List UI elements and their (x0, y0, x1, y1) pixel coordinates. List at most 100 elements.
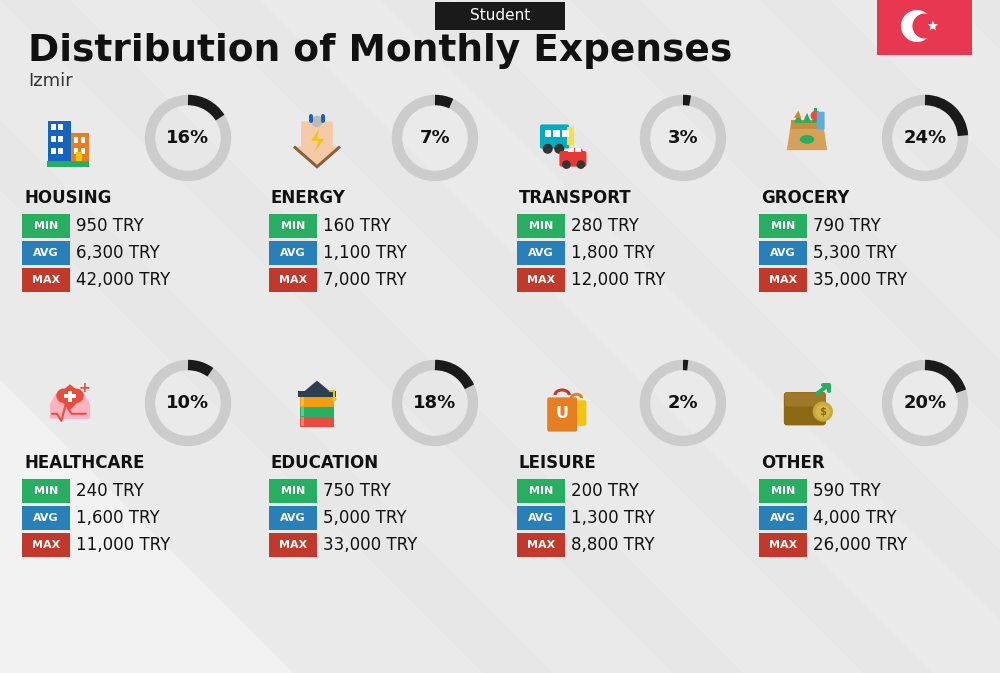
FancyBboxPatch shape (759, 241, 807, 265)
FancyBboxPatch shape (517, 241, 565, 265)
Circle shape (912, 13, 937, 38)
FancyBboxPatch shape (785, 392, 825, 406)
FancyBboxPatch shape (517, 214, 565, 238)
Text: 7,000 TRY: 7,000 TRY (323, 271, 407, 289)
Text: 1,300 TRY: 1,300 TRY (571, 509, 655, 527)
Polygon shape (311, 129, 324, 151)
Text: MIN: MIN (771, 486, 795, 496)
FancyBboxPatch shape (51, 148, 56, 154)
Text: 10%: 10% (166, 394, 210, 412)
Text: MAX: MAX (769, 540, 797, 550)
Text: 160 TRY: 160 TRY (323, 217, 391, 235)
Text: 24%: 24% (903, 129, 947, 147)
FancyBboxPatch shape (269, 479, 317, 503)
Text: MIN: MIN (34, 486, 58, 496)
FancyBboxPatch shape (553, 130, 560, 137)
FancyBboxPatch shape (301, 417, 304, 426)
FancyBboxPatch shape (759, 268, 807, 292)
FancyBboxPatch shape (435, 2, 565, 30)
Polygon shape (0, 0, 933, 673)
FancyBboxPatch shape (540, 125, 569, 149)
Polygon shape (928, 20, 938, 30)
Circle shape (816, 404, 830, 419)
Text: Izmir: Izmir (28, 72, 73, 90)
Polygon shape (950, 0, 1000, 673)
FancyBboxPatch shape (48, 121, 71, 165)
FancyBboxPatch shape (877, 0, 972, 55)
FancyBboxPatch shape (269, 533, 317, 557)
FancyBboxPatch shape (298, 392, 336, 397)
Text: 5,000 TRY: 5,000 TRY (323, 509, 407, 527)
FancyBboxPatch shape (64, 394, 76, 398)
FancyBboxPatch shape (22, 214, 70, 238)
Text: 26,000 TRY: 26,000 TRY (813, 536, 907, 554)
Text: LEISURE: LEISURE (519, 454, 597, 472)
FancyBboxPatch shape (81, 137, 85, 143)
Text: AVG: AVG (528, 513, 554, 523)
Text: OTHER: OTHER (761, 454, 825, 472)
Polygon shape (794, 113, 803, 123)
Circle shape (311, 116, 323, 127)
FancyBboxPatch shape (567, 400, 586, 426)
Text: 20%: 20% (903, 394, 947, 412)
Circle shape (577, 160, 585, 169)
FancyBboxPatch shape (759, 533, 807, 557)
Text: MIN: MIN (771, 221, 795, 231)
FancyBboxPatch shape (517, 506, 565, 530)
Polygon shape (0, 0, 553, 673)
Text: 3%: 3% (668, 129, 698, 147)
Text: MIN: MIN (529, 221, 553, 231)
Text: 16%: 16% (166, 129, 210, 147)
Text: 200 TRY: 200 TRY (571, 482, 639, 500)
FancyBboxPatch shape (269, 214, 317, 238)
Text: 950 TRY: 950 TRY (76, 217, 144, 235)
Text: MAX: MAX (32, 275, 60, 285)
Polygon shape (0, 0, 743, 673)
Text: GROCERY: GROCERY (761, 189, 849, 207)
FancyBboxPatch shape (814, 108, 817, 111)
Text: MAX: MAX (769, 275, 797, 285)
Text: TRANSPORT: TRANSPORT (519, 189, 632, 207)
FancyBboxPatch shape (68, 392, 72, 402)
Text: 750 TRY: 750 TRY (323, 482, 391, 500)
Text: AVG: AVG (528, 248, 554, 258)
FancyBboxPatch shape (51, 125, 56, 130)
FancyBboxPatch shape (47, 161, 89, 167)
FancyBboxPatch shape (784, 392, 826, 425)
Text: 42,000 TRY: 42,000 TRY (76, 271, 170, 289)
FancyBboxPatch shape (51, 136, 56, 141)
FancyBboxPatch shape (81, 148, 85, 154)
Text: MIN: MIN (281, 486, 305, 496)
Circle shape (69, 388, 84, 403)
Text: 240 TRY: 240 TRY (76, 482, 144, 500)
Polygon shape (566, 148, 584, 153)
FancyBboxPatch shape (759, 479, 807, 503)
Polygon shape (794, 110, 801, 118)
Text: 1,600 TRY: 1,600 TRY (76, 509, 160, 527)
FancyBboxPatch shape (568, 148, 574, 152)
FancyBboxPatch shape (22, 241, 70, 265)
Text: 790 TRY: 790 TRY (813, 217, 881, 235)
Polygon shape (56, 384, 84, 410)
FancyBboxPatch shape (559, 151, 586, 167)
Text: Distribution of Monthly Expenses: Distribution of Monthly Expenses (28, 33, 732, 69)
Text: AVG: AVG (280, 513, 306, 523)
FancyBboxPatch shape (269, 241, 317, 265)
FancyBboxPatch shape (58, 136, 63, 141)
Text: HEALTHCARE: HEALTHCARE (24, 454, 144, 472)
FancyBboxPatch shape (567, 127, 574, 145)
Text: MAX: MAX (279, 275, 307, 285)
Text: MAX: MAX (32, 540, 60, 550)
Text: MIN: MIN (529, 486, 553, 496)
Circle shape (554, 144, 564, 154)
FancyBboxPatch shape (301, 407, 304, 416)
Polygon shape (570, 0, 1000, 673)
FancyBboxPatch shape (300, 406, 334, 417)
Text: HOUSING: HOUSING (24, 189, 111, 207)
Circle shape (813, 402, 833, 422)
FancyBboxPatch shape (517, 479, 565, 503)
Text: 280 TRY: 280 TRY (571, 217, 639, 235)
FancyBboxPatch shape (269, 268, 317, 292)
Polygon shape (295, 121, 339, 165)
FancyBboxPatch shape (74, 148, 78, 154)
